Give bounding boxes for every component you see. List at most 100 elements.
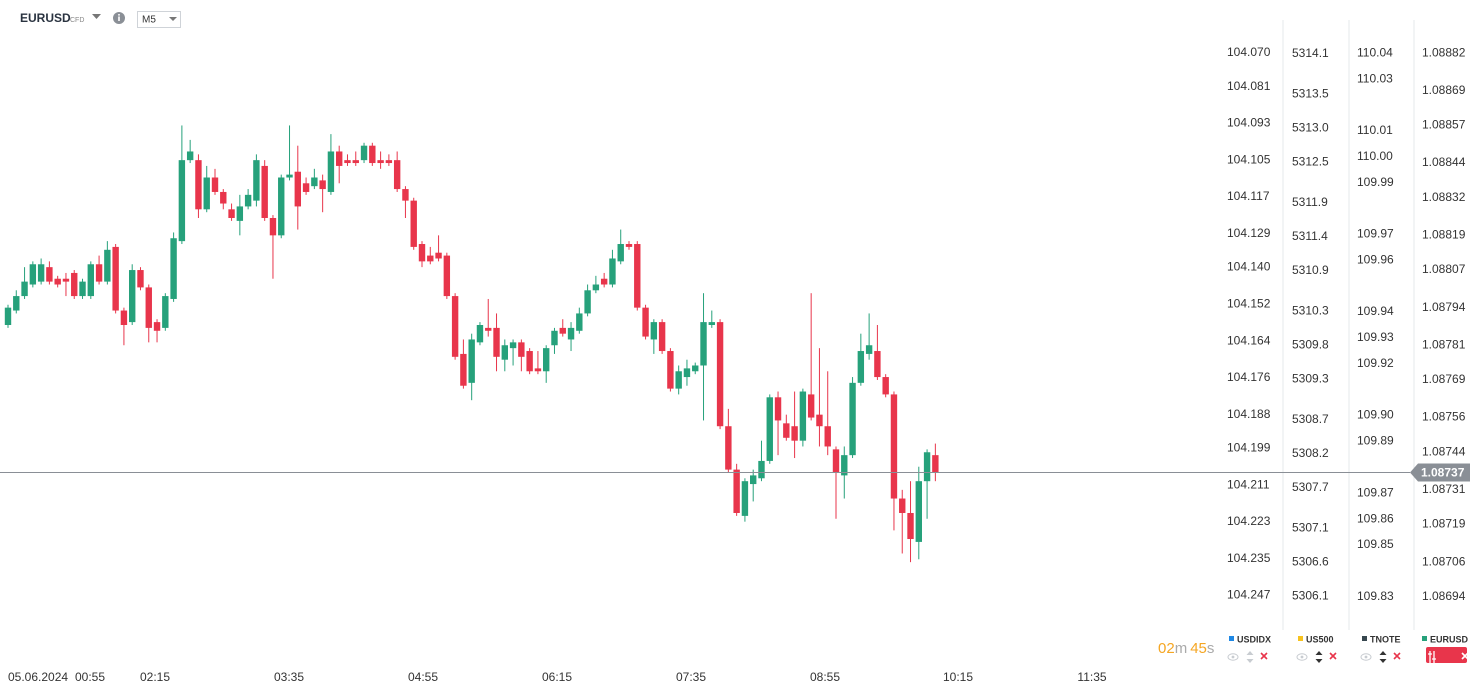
candle-body (857, 351, 865, 383)
y-tick-label: 5307.1 (1292, 521, 1329, 535)
candle-body (559, 327, 566, 334)
candle-body (907, 512, 914, 540)
candle-body (849, 382, 856, 456)
candle-body (807, 394, 815, 418)
y-tick-label: 104.129 (1227, 226, 1271, 240)
candle-body (683, 368, 691, 378)
y-tick-label: 104.081 (1227, 79, 1271, 93)
current-price-tag (1410, 463, 1470, 482)
current-price-label: 1.08737 (1421, 466, 1465, 480)
candle-body (244, 194, 252, 207)
y-tick-label: 104.176 (1227, 370, 1271, 384)
candle-body (774, 397, 782, 421)
candle-body (377, 160, 384, 164)
candle-body (62, 278, 70, 282)
visibility-icon-pupil (1231, 655, 1235, 659)
order-arrows[interactable] (1246, 651, 1254, 663)
candle-body (567, 327, 575, 340)
candle-body (137, 270, 144, 288)
x-tick-label: 03:35 (274, 670, 304, 684)
y-tick-label: 109.96 (1357, 252, 1394, 266)
y-tick-label: 5311.4 (1292, 229, 1328, 243)
y-tick-label: 1.08819 (1422, 228, 1466, 242)
scale-icon[interactable] (1428, 651, 1436, 663)
y-tick-label: 109.89 (1357, 434, 1394, 448)
candle-body (518, 342, 525, 357)
remove-icon[interactable] (1461, 652, 1469, 660)
y-tick-label: 104.211 (1227, 477, 1270, 491)
candle-body (766, 397, 773, 461)
candle-body (882, 377, 889, 395)
y-tick-label: 104.093 (1227, 116, 1271, 130)
candle-body (609, 258, 616, 285)
order-arrows[interactable] (1315, 651, 1323, 663)
visibility-icon[interactable] (1227, 653, 1239, 661)
symbol-dropdown[interactable] (92, 14, 101, 19)
y-tick-label: 1.08832 (1422, 190, 1466, 204)
candle-body (344, 160, 351, 164)
candle-body (874, 351, 881, 378)
y-tick-label: 5312.5 (1292, 154, 1329, 168)
candle-body (741, 481, 749, 516)
candle-body (87, 264, 94, 297)
legend-label[interactable]: TNOTE (1370, 634, 1401, 644)
candle-body (832, 449, 840, 473)
remove-icon[interactable] (1329, 652, 1337, 660)
order-arrows[interactable] (1379, 651, 1387, 663)
candle-body (783, 423, 790, 438)
info-glyph (118, 16, 120, 21)
legend-label[interactable]: US500 (1306, 634, 1334, 644)
candle-body (543, 348, 550, 372)
y-tick-label: 1.08807 (1422, 262, 1466, 276)
candle-body (509, 342, 517, 349)
candle-body (319, 180, 326, 190)
y-tick-label: 104.105 (1227, 152, 1271, 166)
legend-label[interactable]: USDIDX (1237, 634, 1271, 644)
legend-swatch (1298, 636, 1303, 641)
x-tick-label: 11:35 (1077, 670, 1106, 684)
candle-body (153, 322, 161, 331)
candle-body (95, 264, 103, 282)
candle-body (385, 160, 393, 164)
candle-body (791, 426, 798, 441)
y-tick-label: 1.08781 (1422, 337, 1466, 351)
visibility-icon-pupil (1364, 655, 1368, 659)
visibility-icon[interactable] (1360, 653, 1372, 661)
y-tick-label: 1.08869 (1422, 83, 1466, 97)
y-tick-label: 5309.8 (1292, 338, 1329, 352)
candle-body (592, 284, 600, 291)
timer-m: m (1175, 640, 1188, 657)
candle-body (46, 267, 53, 282)
y-tick-label: 110.03 (1357, 71, 1393, 85)
y-tick-label: 5307.7 (1292, 480, 1329, 494)
visibility-icon[interactable] (1296, 653, 1308, 661)
symbol[interactable]: EURUSD (20, 11, 71, 25)
candle-body (211, 177, 219, 192)
y-tick-label: 5306.1 (1292, 588, 1329, 602)
y-tick-label: 1.08731 (1422, 482, 1466, 496)
candle-body (692, 365, 699, 372)
y-tick-label: 109.94 (1357, 304, 1394, 318)
candle-body (294, 171, 301, 207)
y-tick-label: 5311.9 (1292, 195, 1328, 209)
y-tick-label: 109.90 (1357, 408, 1394, 422)
y-tick-label: 110.00 (1357, 149, 1393, 163)
candle-body (236, 206, 244, 221)
candle-body (584, 290, 591, 314)
remove-icon[interactable] (1260, 652, 1268, 660)
y-tick-label: 109.93 (1357, 330, 1394, 344)
timer-seconds: 45 (1190, 640, 1207, 657)
timeframe-select[interactable] (137, 11, 181, 28)
y-tick-label: 1.08744 (1422, 444, 1466, 458)
y-tick-label: 1.08857 (1422, 118, 1466, 132)
y-tick-label: 109.86 (1357, 511, 1394, 525)
candle-body (600, 278, 608, 285)
symbol-badge: CFD (70, 17, 84, 24)
remove-icon[interactable] (1393, 652, 1401, 660)
legend-label[interactable]: EURUSD (1430, 634, 1469, 644)
timeframe-caret (169, 17, 177, 21)
y-tick-label: 104.152 (1227, 296, 1271, 310)
y-tick-label: 5310.9 (1292, 263, 1329, 277)
y-tick-label: 5313.0 (1292, 121, 1329, 135)
y-tick-label: 5309.3 (1292, 371, 1329, 385)
